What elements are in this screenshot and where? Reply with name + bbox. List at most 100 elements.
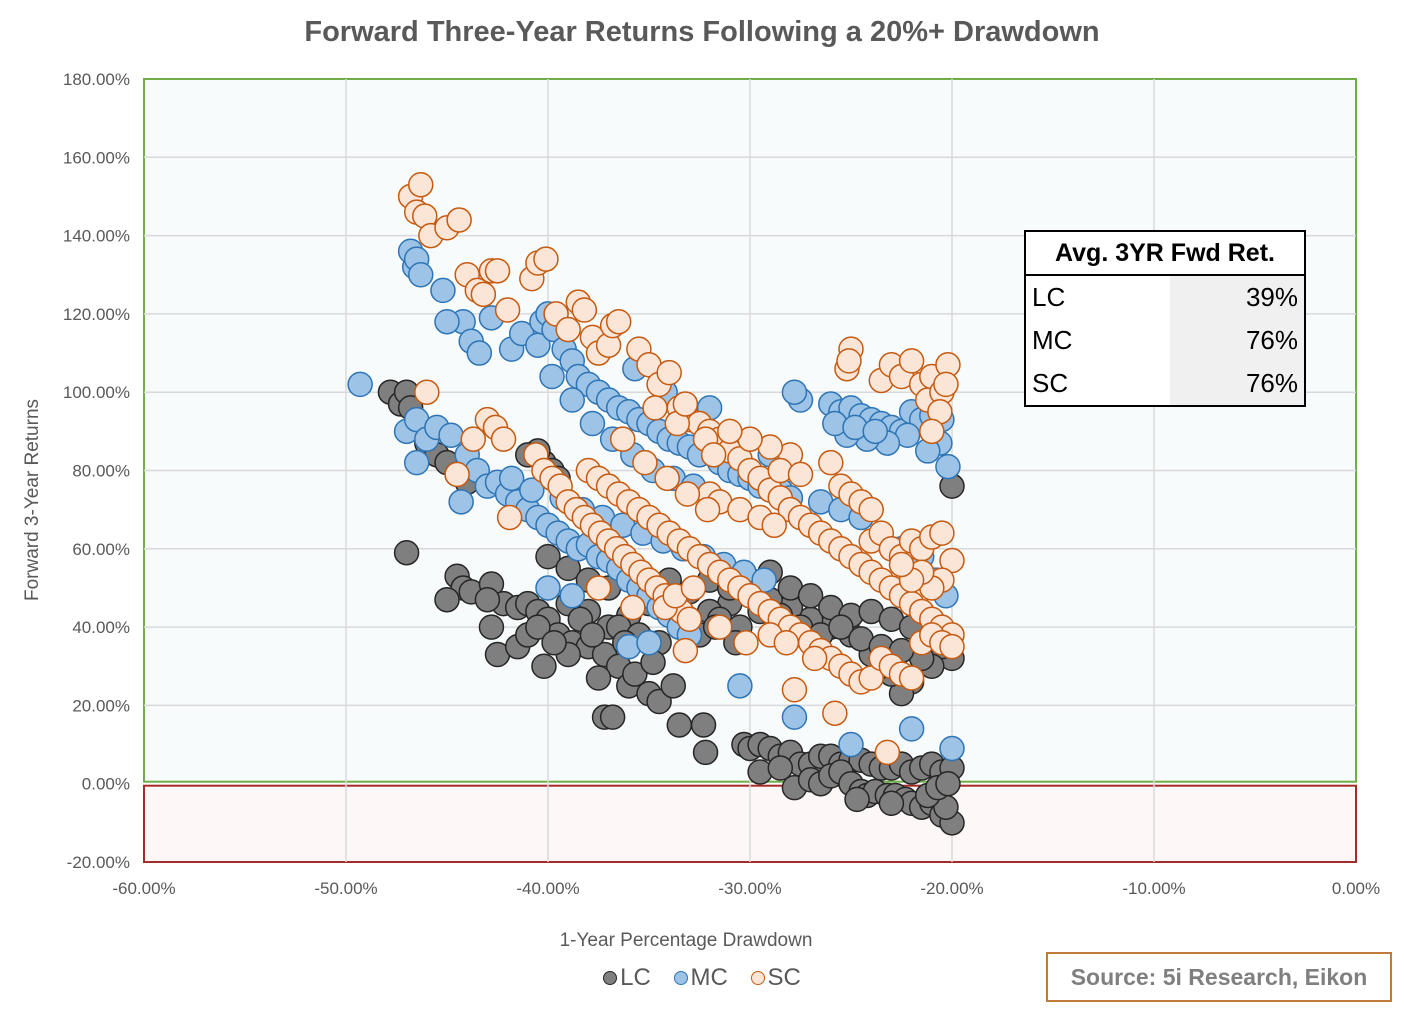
data-point-mc: [579, 410, 606, 437]
x-tick-label: -20.00%: [920, 879, 983, 898]
data-point-sc: [642, 395, 668, 421]
data-point-sc: [609, 426, 636, 452]
x-axis-title: 1-Year Percentage Drawdown: [560, 930, 813, 951]
data-point-sc: [407, 171, 434, 198]
data-point-lc: [535, 543, 561, 570]
data-point-sc: [585, 575, 612, 601]
data-point-sc: [694, 496, 721, 523]
data-point-mc: [466, 340, 493, 366]
y-tick-label: 140.00%: [63, 227, 130, 246]
data-point-sc: [929, 520, 955, 546]
data-point-mc: [535, 575, 561, 601]
data-point-sc: [555, 316, 581, 343]
data-point-sc: [781, 676, 808, 703]
average-row-mc: MC 76%: [1026, 319, 1304, 362]
y-tick-label: 160.00%: [63, 148, 130, 167]
data-point-mc: [636, 630, 662, 656]
average-returns-table: Avg. 3YR Fwd Ret. LC 39% MC 76% SC 76%: [1024, 230, 1306, 407]
data-point-lc: [660, 673, 686, 699]
data-point-lc: [767, 755, 794, 781]
data-point-sc: [496, 504, 523, 531]
data-point-mc: [434, 308, 460, 335]
data-point-lc: [579, 622, 606, 648]
chart-title: Forward Three-Year Returns Following a 2…: [304, 16, 1100, 48]
data-point-lc: [541, 630, 567, 656]
data-point-lc: [797, 583, 824, 609]
data-point-sc: [939, 633, 965, 660]
x-tick-label: -40.00%: [516, 879, 579, 898]
data-point-mc: [935, 453, 961, 480]
series-sc: [397, 171, 965, 766]
data-points: [347, 171, 965, 836]
y-tick-label: 120.00%: [63, 305, 130, 324]
data-point-mc: [438, 422, 464, 449]
average-returns-header: Avg. 3YR Fwd Ret.: [1026, 232, 1304, 276]
data-point-mc: [838, 731, 864, 758]
data-point-lc: [599, 704, 626, 730]
data-point-sc: [484, 258, 511, 284]
data-point-sc: [494, 297, 521, 323]
data-point-sc: [787, 461, 814, 488]
data-point-mc: [559, 583, 585, 609]
average-row-value: 39%: [1170, 276, 1304, 319]
x-tick-labels: -60.00% -50.00% -40.00% -30.00% -20.00% -10.0…: [112, 879, 1380, 898]
data-point-lc: [622, 661, 648, 687]
y-tick-labels: -20.00% 0.00% 20.00% 40.00% 60.00% 80.00% 100.…: [63, 70, 130, 872]
data-point-sc: [632, 449, 658, 476]
data-point-lc: [525, 614, 551, 640]
data-point-sc: [898, 348, 925, 374]
average-row-value: 76%: [1170, 319, 1304, 362]
data-point-lc: [690, 712, 717, 738]
data-point-sc: [761, 512, 787, 539]
data-point-mc: [559, 387, 585, 413]
average-row-sc: SC 76%: [1026, 362, 1304, 405]
data-point-sc: [822, 700, 848, 726]
data-point-lc: [935, 770, 961, 797]
data-point-sc: [818, 449, 844, 476]
data-point-sc: [836, 348, 862, 374]
data-point-lc: [666, 712, 693, 738]
data-point-sc: [672, 637, 699, 664]
data-point-sc: [801, 645, 828, 672]
data-point-mc: [498, 465, 525, 492]
legend-item-mc: MC: [673, 964, 728, 992]
legend-label-lc: LC: [620, 964, 651, 991]
average-row-label: SC: [1026, 362, 1170, 405]
y-tick-label: 20.00%: [72, 696, 130, 715]
y-tick-label: -20.00%: [67, 853, 130, 872]
legend-swatch-mc: [673, 971, 688, 985]
data-point-mc: [347, 371, 373, 398]
data-point-sc: [470, 281, 497, 308]
data-point-lc: [434, 586, 460, 613]
x-tick-label: -10.00%: [1122, 879, 1185, 898]
average-row-lc: LC 39%: [1026, 276, 1304, 319]
y-tick-label: 80.00%: [72, 462, 130, 481]
data-point-sc: [460, 426, 487, 452]
data-point-sc: [674, 481, 701, 507]
data-point-lc: [531, 653, 557, 679]
data-point-lc: [878, 790, 905, 817]
x-tick-label: -30.00%: [718, 879, 781, 898]
average-row-label: MC: [1026, 319, 1170, 362]
data-point-sc: [933, 371, 959, 398]
legend-item-lc: LC: [603, 964, 651, 992]
x-tick-label: -60.00%: [112, 879, 175, 898]
data-point-sc: [919, 418, 945, 445]
data-point-sc: [773, 630, 800, 656]
legend-swatch-lc: [603, 971, 618, 985]
data-point-lc: [478, 614, 505, 640]
data-point-sc: [898, 665, 925, 691]
y-tick-label: 0.00%: [82, 775, 130, 794]
data-point-mc: [448, 489, 474, 515]
data-point-lc: [828, 614, 854, 640]
legend-item-sc: SC: [750, 964, 801, 992]
data-point-sc: [672, 391, 699, 417]
data-point-sc: [414, 379, 440, 405]
data-point-lc: [474, 586, 501, 613]
data-point-sc: [874, 739, 901, 766]
chart-legend: LC MC SC: [0, 964, 1404, 992]
data-point-mc: [430, 277, 456, 304]
data-point-mc: [781, 379, 808, 405]
y-axis-title: Forward 3-Year Returns: [22, 399, 43, 601]
